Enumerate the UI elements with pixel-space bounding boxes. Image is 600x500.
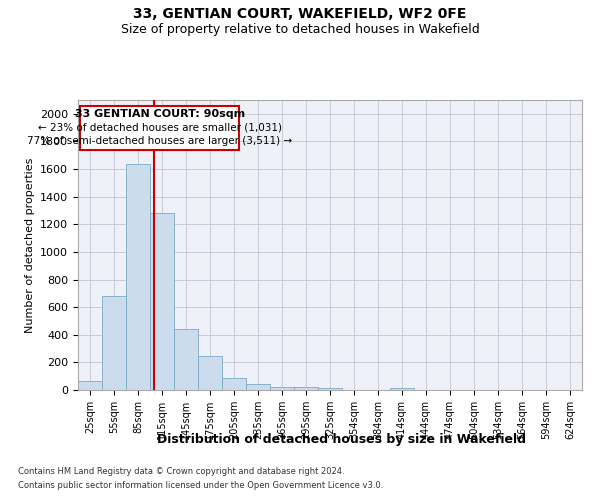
Text: Contains public sector information licensed under the Open Government Licence v3: Contains public sector information licen… (18, 481, 383, 490)
Bar (222, 378, 246, 390)
Bar (294, 387, 318, 390)
Text: 33, GENTIAN COURT, WAKEFIELD, WF2 0FE: 33, GENTIAN COURT, WAKEFIELD, WF2 0FE (133, 8, 467, 22)
Text: ← 23% of detached houses are smaller (1,031): ← 23% of detached houses are smaller (1,… (38, 122, 281, 132)
Bar (198, 356, 222, 390)
Text: Size of property relative to detached houses in Wakefield: Size of property relative to detached ho… (121, 22, 479, 36)
Text: 33 GENTIAN COURT: 90sqm: 33 GENTIAN COURT: 90sqm (74, 110, 245, 120)
Bar (150, 213, 174, 390)
FancyBboxPatch shape (80, 106, 239, 150)
Y-axis label: Number of detached properties: Number of detached properties (25, 158, 35, 332)
Bar (126, 164, 150, 390)
Bar (78, 381, 102, 390)
Bar (102, 296, 126, 390)
Bar (270, 386, 294, 390)
Bar (174, 329, 198, 390)
Text: Distribution of detached houses by size in Wakefield: Distribution of detached houses by size … (157, 432, 527, 446)
Text: Contains HM Land Registry data © Crown copyright and database right 2024.: Contains HM Land Registry data © Crown c… (18, 467, 344, 476)
Bar (246, 384, 270, 390)
Bar (318, 388, 342, 390)
Bar (390, 388, 414, 390)
Text: 77% of semi-detached houses are larger (3,511) →: 77% of semi-detached houses are larger (… (27, 136, 292, 146)
